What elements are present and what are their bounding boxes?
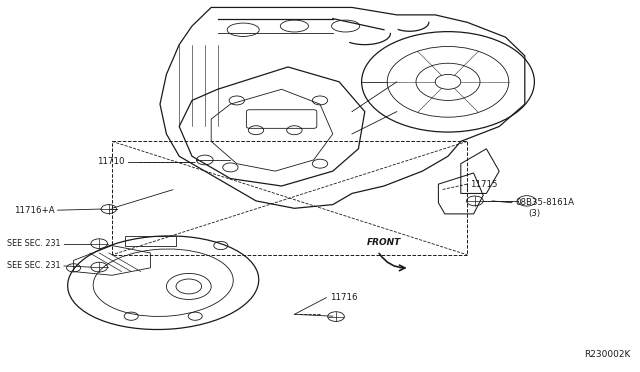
Text: SEE SEC. 231: SEE SEC. 231 bbox=[7, 239, 61, 248]
Text: 11716+A: 11716+A bbox=[14, 206, 54, 215]
Text: 11710: 11710 bbox=[97, 157, 125, 166]
Text: 11716: 11716 bbox=[330, 293, 357, 302]
Text: (3): (3) bbox=[528, 209, 540, 218]
Text: R230002K: R230002K bbox=[584, 350, 630, 359]
Text: SEE SEC. 231: SEE SEC. 231 bbox=[7, 262, 61, 270]
Text: 11715: 11715 bbox=[470, 180, 498, 189]
Text: 08B35-8161A: 08B35-8161A bbox=[515, 198, 574, 207]
Bar bbox=[112, 141, 467, 255]
Text: FRONT: FRONT bbox=[367, 238, 401, 247]
